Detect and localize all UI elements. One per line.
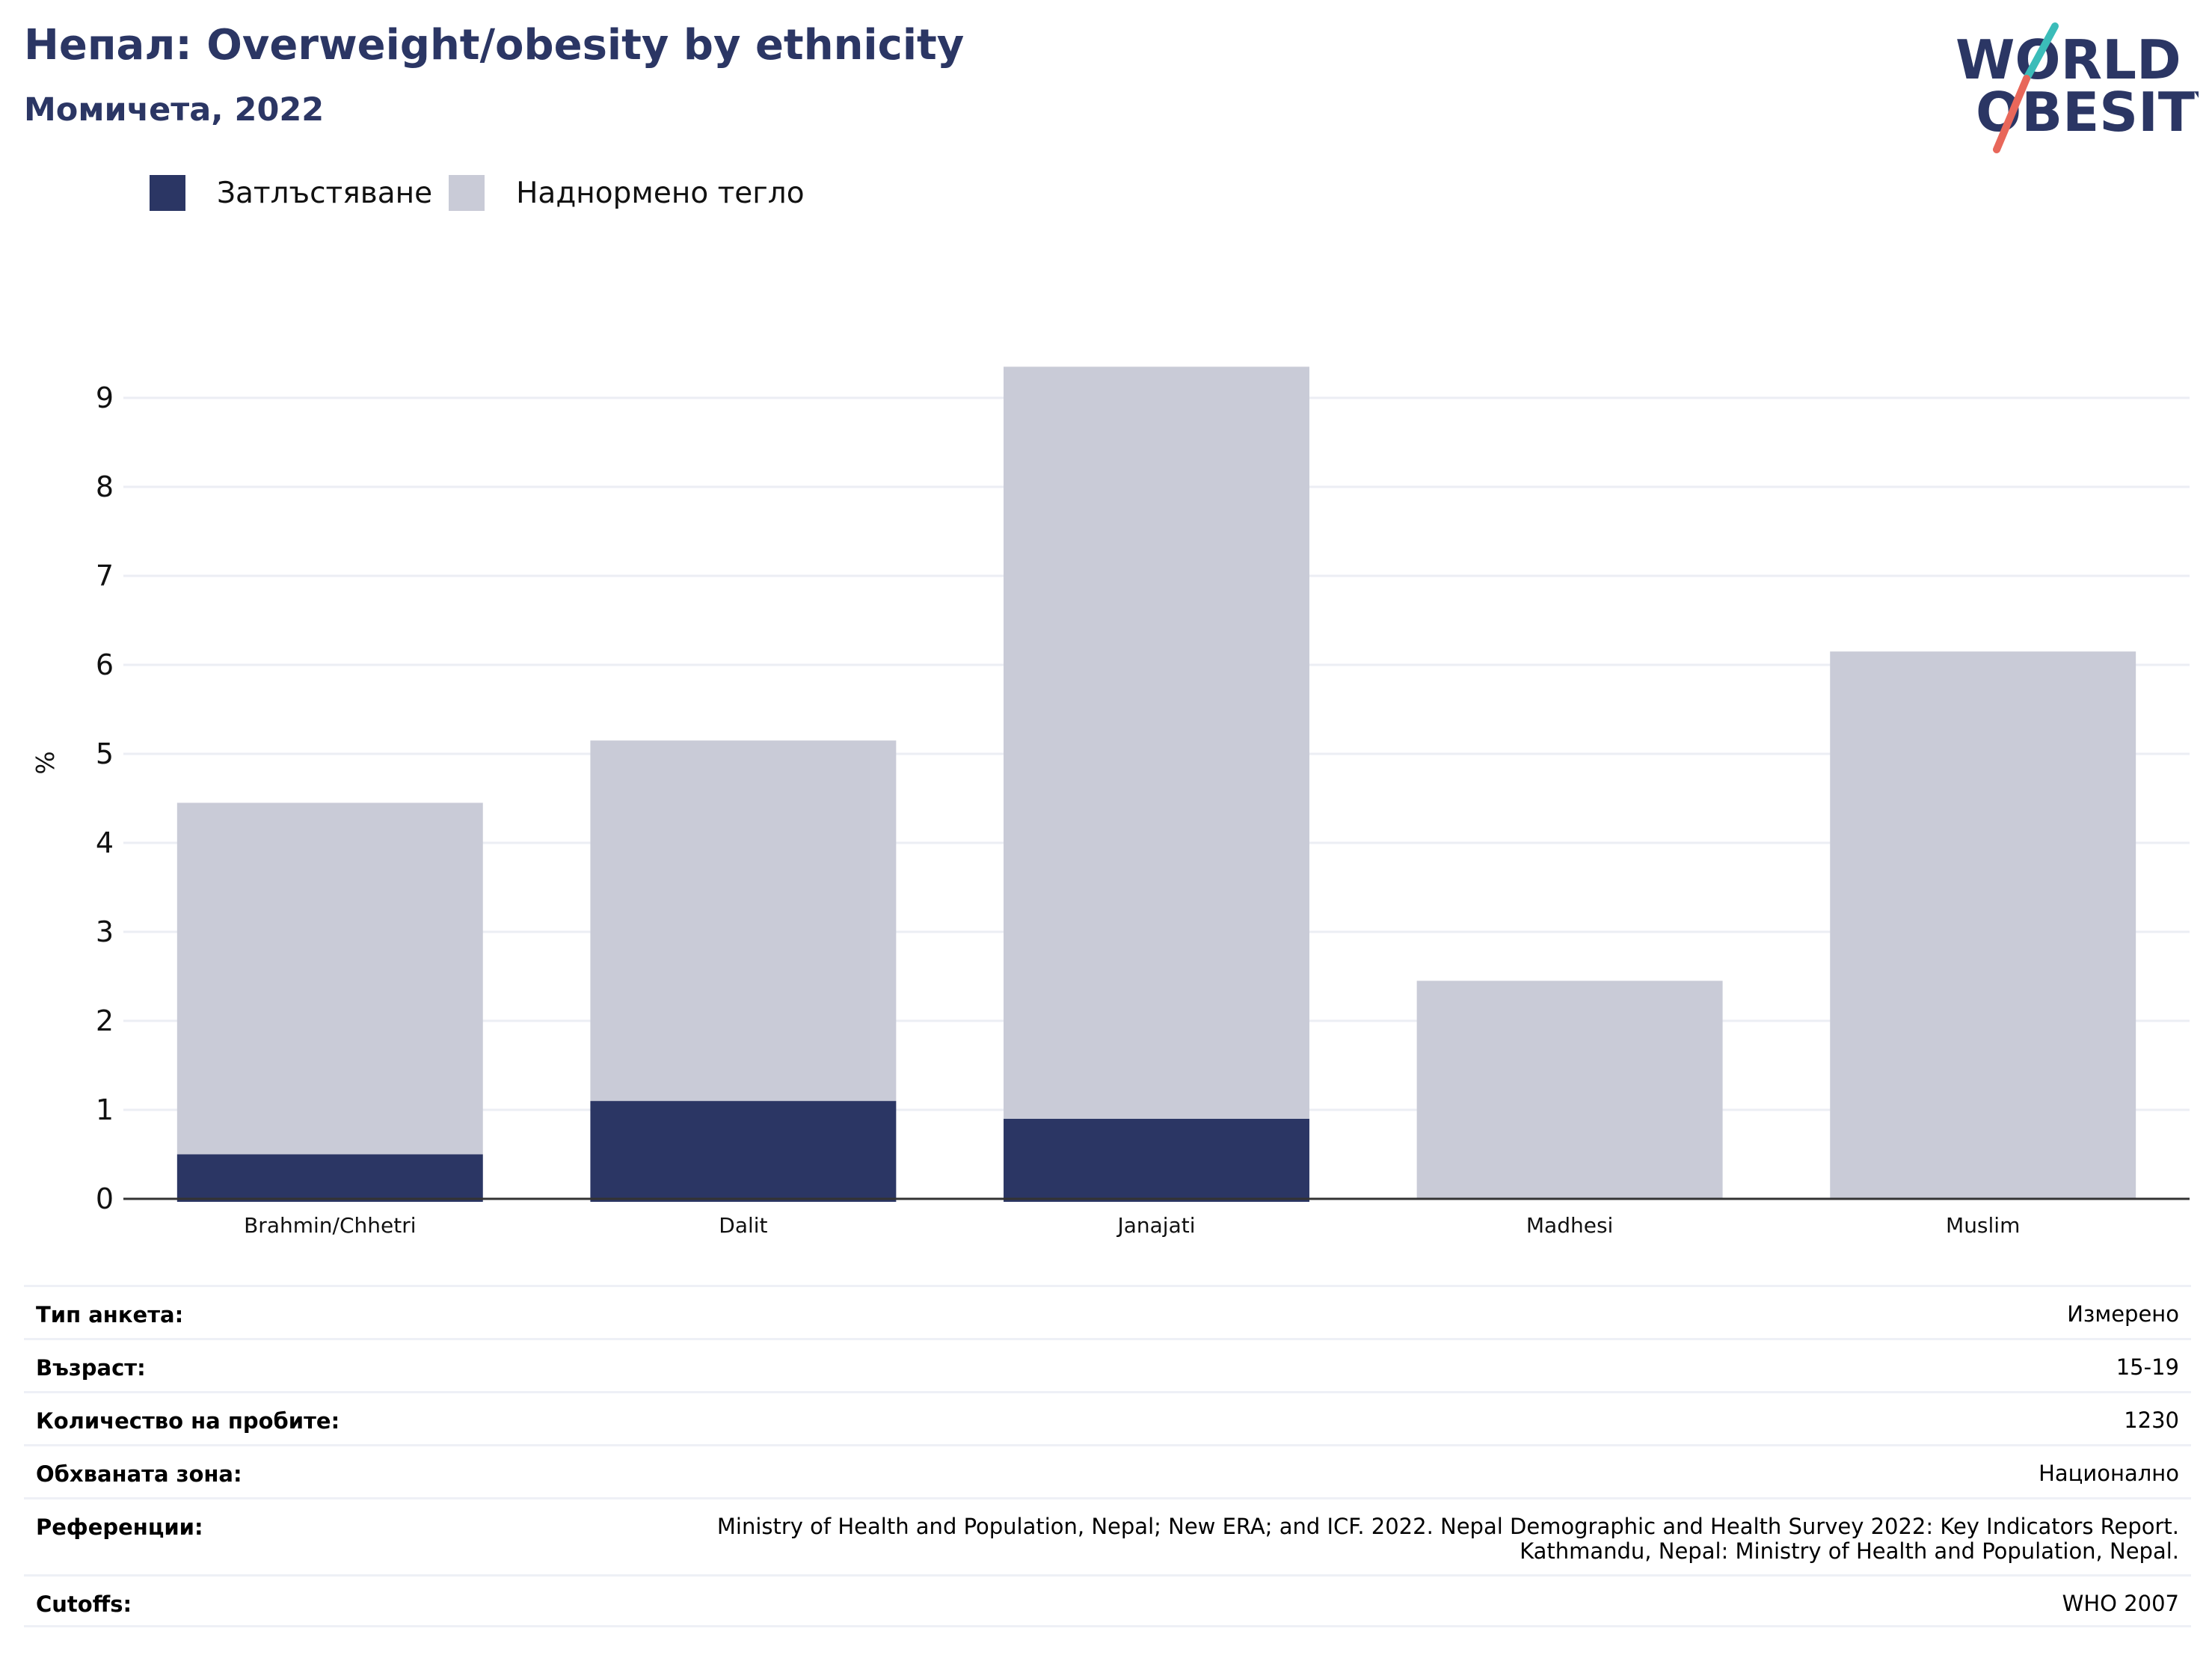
y-tick-label: 8 [96,470,114,503]
meta-label-cutoffs: Cutoffs: [36,1591,132,1617]
meta-value-sample-size: 1230 [2124,1407,2179,1433]
meta-label-coverage: Обхваната зона: [36,1461,242,1487]
meta-value-age: 15-19 [2116,1354,2179,1380]
meta-label-sample-size: Количество на пробите: [36,1408,340,1434]
meta-value-survey-type: Измерено [2067,1301,2179,1327]
bar-overweight[interactable] [1416,980,1723,1199]
logo-text-world: WORLD [1956,28,2181,91]
y-tick-label: 4 [96,826,114,859]
meta-value-references: Ministry of Health and Population, Nepal… [717,1499,2179,1564]
meta-row-age: Възраст: 15-19 [24,1338,2191,1391]
x-tick-label: Madhesi [1526,1213,1613,1238]
meta-row-survey-type: Тип анкета: Измерено [24,1285,2191,1338]
logo-slash-top [2023,22,2059,82]
y-tick-label: 7 [96,559,114,592]
x-tick-labels: Brahmin/Chhetri Dalit Janajati Madhesi Musli… [244,1213,2020,1238]
page-subtitle: Момичета, 2022 [24,91,325,129]
bars [176,366,2136,1203]
y-tick-label: 2 [96,1004,114,1037]
legend-swatch-obesity [150,175,185,211]
meta-label-references: Референции: [36,1514,203,1540]
legend-swatch-overweight [449,175,485,211]
y-tick-labels: 0 1 2 3 4 5 6 7 8 9 [96,381,114,1215]
y-tick-label: 9 [96,381,114,414]
meta-label-age: Възраст: [36,1355,146,1381]
legend-item-overweight[interactable]: Наднормено тегло [449,175,805,211]
x-tick-label: Dalit [719,1213,767,1238]
reference-line-2[interactable]: Kathmandu, Nepal: Ministry of Health and… [1520,1538,2179,1564]
legend-item-obesity[interactable]: Затлъстяване [150,175,432,211]
meta-value-cutoffs: WHO 2007 [2062,1591,2179,1616]
metadata-table: Тип анкета: Измерено Възраст: 15-19 Коли… [24,1285,2191,1627]
bar-overweight[interactable] [590,740,897,1102]
legend-label-overweight: Наднормено тегло [516,176,805,210]
bar-overweight[interactable] [176,802,483,1155]
y-tick-label: 3 [96,915,114,948]
legend-label-obesity: Затлъстяване [217,176,433,210]
meta-row-coverage: Обхваната зона: Национално [24,1444,2191,1497]
page-title: Непал: Overweight/obesity by ethnicity [24,21,965,70]
bar-obesity[interactable] [590,1101,897,1202]
x-tick-label: Janajati [1116,1213,1195,1238]
meta-row-cutoffs: Cutoffs: WHO 2007 [24,1574,2191,1627]
reference-line-1[interactable]: Ministry of Health and Population, Nepal… [716,1514,2179,1539]
meta-row-references: Референции: Ministry of Health and Popul… [24,1497,2191,1574]
y-tick-label: 1 [96,1093,114,1126]
y-axis-label: % [31,751,60,774]
x-tick-label: Brahmin/Chhetri [244,1213,416,1238]
bar-overweight[interactable] [1004,366,1309,1119]
meta-row-sample-size: Количество на пробите: 1230 [24,1391,2191,1444]
bar-obesity[interactable] [1004,1118,1309,1202]
y-tick-label: 6 [96,648,114,681]
bar-overweight[interactable] [1830,651,2136,1199]
meta-value-coverage: Национално [2039,1461,2179,1486]
world-obesity-logo: WORLD OBESITY [1956,22,2199,153]
y-tick-label: 5 [96,737,114,770]
meta-label-survey-type: Тип анкета: [36,1302,184,1327]
x-tick-label: Muslim [1946,1213,2020,1238]
bar-obesity[interactable] [176,1154,483,1203]
bar-chart: 0 1 2 3 4 5 6 7 8 9 Brahmin/Chhetri Dalit Janajati M… [31,366,2190,1238]
chart-legend: Затлъстяване Наднормено тегло [150,171,821,215]
logo-slash-bottom [1993,75,2030,153]
y-tick-label: 0 [96,1182,114,1215]
